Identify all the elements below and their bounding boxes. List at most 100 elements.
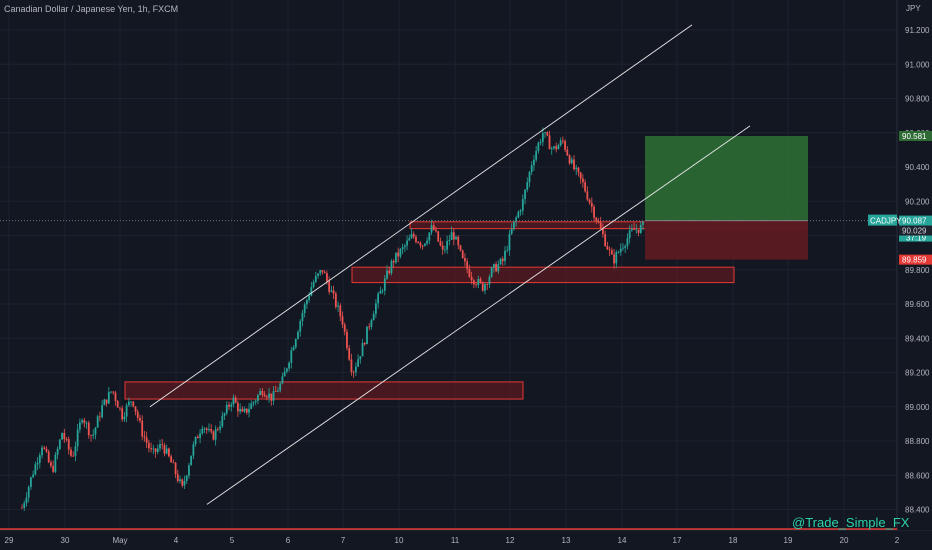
- time-axis[interactable]: 29 30 May 4 5 6 7 10 11 12 13 14 17 18 19 20 2: [5, 536, 900, 545]
- candle-body: [67, 439, 70, 450]
- price-tick-label: 89.600: [905, 300, 930, 309]
- candle-body: [395, 252, 397, 263]
- candle-body: [328, 281, 331, 292]
- candle-body: [535, 150, 538, 160]
- candle-body: [34, 464, 37, 475]
- symbol-title[interactable]: Canadian Dollar / Japanese Yen, 1h, FXCM: [4, 4, 179, 14]
- candle-body: [181, 479, 184, 486]
- candle-body: [388, 270, 391, 274]
- candle-body: [599, 222, 602, 229]
- candle-body: [450, 232, 453, 240]
- candle-body: [243, 408, 246, 412]
- candle-body: [277, 390, 279, 392]
- candle-body: [143, 436, 146, 438]
- candle-body: [615, 252, 618, 264]
- candle-body: [626, 238, 629, 246]
- target-zone: [645, 136, 808, 221]
- candle-body: [361, 343, 364, 357]
- candle-body: [484, 284, 486, 291]
- candle-body: [566, 149, 569, 156]
- candle-body: [279, 383, 282, 391]
- candle-body: [332, 290, 335, 294]
- candle-body: [52, 465, 55, 472]
- candle-body: [555, 146, 558, 150]
- candle-body: [513, 221, 515, 229]
- candle-body: [510, 228, 513, 234]
- candle-body: [608, 249, 611, 251]
- candle-body: [604, 234, 607, 247]
- candle-body: [408, 238, 411, 241]
- candle-body: [379, 290, 382, 294]
- candle-body: [123, 416, 126, 420]
- candle-body: [183, 481, 186, 486]
- candle-body: [265, 396, 268, 398]
- candle-body: [303, 304, 306, 313]
- price-tick-label: 88.800: [905, 437, 930, 446]
- candle-body: [245, 408, 248, 413]
- candle-body: [446, 240, 449, 250]
- candle-body: [154, 448, 157, 452]
- candle-body: [192, 444, 195, 456]
- candle-body: [399, 249, 402, 257]
- trend-channel[interactable]: [149, 24, 751, 505]
- candle-body: [499, 258, 502, 265]
- candle-body: [506, 250, 509, 251]
- candle-body: [628, 230, 631, 239]
- sr-zone: [124, 381, 524, 400]
- candle-body: [430, 225, 433, 233]
- candle-body: [521, 199, 524, 211]
- candle-body: [432, 225, 435, 230]
- candle-body: [386, 270, 388, 279]
- time-tick-label: 17: [673, 536, 682, 545]
- candle-body: [492, 263, 495, 268]
- candle-body: [421, 245, 424, 247]
- candle-body: [219, 426, 221, 430]
- candle-body: [150, 448, 152, 450]
- candle-body: [47, 451, 50, 463]
- candle-body: [544, 132, 546, 134]
- candle-body: [314, 276, 317, 282]
- candle-body: [196, 436, 199, 439]
- candle-body: [76, 429, 79, 447]
- long-position-tool[interactable]: [0, 136, 897, 260]
- candle-body: [112, 391, 115, 393]
- candle-body: [448, 239, 451, 241]
- price-axis[interactable]: 91.20091.00090.80090.60090.40090.20090.0…: [868, 0, 932, 530]
- candle-body: [570, 159, 573, 164]
- candle-body: [517, 211, 520, 218]
- candle-body: [330, 290, 333, 292]
- candle-body: [383, 278, 386, 291]
- grid-lines: [0, 0, 932, 531]
- support-resistance-zones[interactable]: [124, 221, 808, 400]
- candle-body: [590, 202, 593, 207]
- candle-body: [94, 427, 97, 435]
- time-tick-label: 20: [840, 536, 849, 545]
- candle-body: [334, 293, 337, 307]
- candle-body: [533, 159, 535, 166]
- candle-body: [470, 276, 473, 281]
- candle-body: [546, 132, 549, 136]
- candle-body: [81, 420, 83, 423]
- candle-body: [519, 210, 522, 212]
- candle-body: [292, 347, 295, 351]
- candle-body: [461, 250, 464, 259]
- candle-body: [141, 420, 144, 437]
- candle-body: [248, 408, 250, 413]
- candle-body: [495, 263, 497, 272]
- candle-body: [530, 165, 533, 173]
- candle-body: [32, 474, 35, 478]
- candle-body: [90, 435, 92, 437]
- candle-body: [610, 250, 613, 255]
- candle-body: [310, 287, 313, 296]
- candle-body: [419, 242, 422, 246]
- candle-body: [579, 172, 582, 179]
- candle-body: [475, 284, 477, 286]
- candle-body: [194, 436, 197, 445]
- candle-body: [147, 442, 150, 449]
- candle-body: [127, 401, 130, 406]
- candle-body: [96, 416, 99, 428]
- candle-body: [586, 191, 589, 200]
- candle-body: [339, 305, 342, 317]
